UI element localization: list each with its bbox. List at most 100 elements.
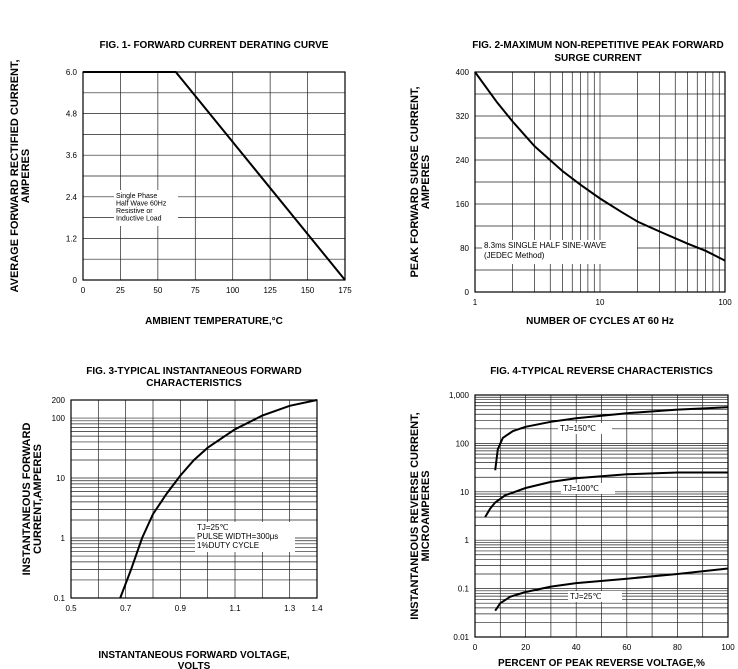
- series-label: TJ=100℃: [563, 484, 599, 493]
- y-tick-label: 100: [456, 439, 470, 448]
- x-tick-label: 80: [673, 643, 682, 652]
- y-tick-label: 240: [456, 156, 470, 165]
- x-tick-label: 100: [718, 298, 732, 307]
- y-tick-label: 10: [56, 474, 65, 483]
- x-tick-label: 0: [473, 643, 478, 652]
- chart-3: 0.5 0.7 0.9 1.1 1.3 1.4 0.1 1 10 100 200 FIG. 3-TYP…: [21, 366, 323, 669]
- y-tick-label: 4.8: [66, 110, 78, 119]
- y-axis-label: INSTANTANEOUS FORWARD: [21, 423, 33, 576]
- series-line-2: [484, 471, 728, 518]
- series-label-backdrop: [558, 423, 612, 434]
- y-tick-label: 0: [465, 288, 470, 297]
- y-tick-label: 10: [460, 488, 469, 497]
- chart-title: SURGE CURRENT: [554, 53, 641, 64]
- x-tick-label: 1.3: [284, 604, 296, 613]
- gridlines: [474, 394, 729, 638]
- x-tick-label: 0.9: [175, 604, 187, 613]
- x-tick-label: 100: [226, 286, 240, 295]
- x-tick-label: 25: [116, 286, 125, 295]
- y-axis-label: MICROAMPERES: [420, 470, 432, 561]
- y-tick-label: 0.01: [453, 633, 469, 642]
- annotation-text: Half Wave 60Hz: [116, 201, 167, 208]
- x-tick-label: 0.7: [120, 604, 132, 613]
- y-tick-label: 1.2: [66, 234, 78, 243]
- y-axis-label: AVERAGE FORWARD RECTIFIED CURRENT,: [9, 59, 21, 292]
- x-tick-label: 1: [473, 298, 478, 307]
- y-tick-label: 0: [73, 276, 78, 285]
- x-tick-label: 0.5: [65, 604, 77, 613]
- annotation-text: 8.3ms SINGLE HALF SINE-WAVE: [484, 241, 606, 250]
- annotation-backdrop: [195, 522, 295, 552]
- series-line-1: [83, 71, 346, 281]
- chart-title: FIG. 4-TYPICAL REVERSE CHARACTERISTICS: [490, 366, 713, 377]
- annotation-text: Inductive Load: [116, 216, 162, 223]
- annotation-text: (JEDEC Method): [484, 251, 545, 260]
- y-tick-label: 0.1: [54, 594, 66, 603]
- y-tick-label: 2.4: [66, 193, 78, 202]
- chart-1: 0 25 50 75 100 125 150 175 0 1.2 2.4 3.6 4.8 6.0 FIG. …: [9, 40, 352, 327]
- y-tick-label: 3.6: [66, 151, 78, 160]
- y-axis-label: CURRENT,AMPERES: [32, 444, 44, 554]
- y-tick-label: 6.0: [66, 68, 78, 77]
- y-tick-label: 100: [52, 414, 66, 423]
- y-tick-label: 1,000: [449, 391, 470, 400]
- series-line-1: [494, 406, 729, 471]
- y-tick-label: 400: [456, 68, 470, 77]
- chart-4: 0 20 40 60 80 100 0.01 0.1 1 10 100 1,000 FIG. 4-TYP…: [409, 366, 735, 669]
- series-label: TJ=25℃: [570, 592, 601, 601]
- chart-title: FIG. 2-MAXIMUM NON-REPETITIVE PEAK FORWA…: [472, 40, 724, 51]
- x-tick-label: 75: [191, 286, 200, 295]
- plot-frame: [474, 394, 729, 638]
- plot-frame: [82, 71, 346, 281]
- x-axis-label: AMBIENT TEMPERATURE,°C: [145, 316, 283, 327]
- plot-frame: [70, 399, 318, 599]
- gridlines: [82, 71, 346, 281]
- x-tick-label: 150: [301, 286, 315, 295]
- gridlines: [70, 399, 318, 599]
- chart-2: 1 10 100 0 80 160 240 320 400 FIG. 2-MAXIMUM NON-…: [409, 40, 732, 327]
- y-tick-label: 200: [52, 396, 66, 405]
- annotation-text: 1%DUTY CYCLE: [197, 541, 259, 550]
- x-axis-label: INSTANTANEOUS FORWARD VOLTAGE,: [98, 650, 290, 661]
- x-tick-label: 125: [263, 286, 277, 295]
- series-label-backdrop: [561, 483, 615, 494]
- plot-frame: [474, 71, 726, 293]
- y-tick-label: 1: [61, 534, 66, 543]
- annotation-backdrop: [482, 240, 637, 264]
- x-tick-label: 60: [622, 643, 631, 652]
- x-axis-label: PERCENT OF PEAK REVERSE VOLTAGE,%: [498, 658, 705, 669]
- y-tick-label: 160: [456, 200, 470, 209]
- x-axis-label: VOLTS: [178, 661, 211, 669]
- x-tick-label: 1.4: [311, 604, 323, 613]
- x-tick-label: 20: [521, 643, 530, 652]
- annotation-text: TJ=25℃: [197, 523, 228, 532]
- x-tick-label: 10: [596, 298, 605, 307]
- y-tick-label: 1: [465, 536, 470, 545]
- annotation-text: PULSE WIDTH=300μs: [197, 532, 278, 541]
- annotation-text: Resistive or: [116, 208, 153, 215]
- y-tick-label: 0.1: [458, 585, 470, 594]
- x-axis-label: NUMBER OF CYCLES AT 60 Hz: [526, 316, 674, 327]
- x-tick-label: 175: [338, 286, 352, 295]
- y-axis-label: INSTANTANEOUS REVERSE CURRENT,: [409, 412, 421, 619]
- series-line-1: [119, 399, 318, 599]
- chart-title: FIG. 3-TYPICAL INSTANTANEOUS FORWARD: [86, 366, 301, 377]
- x-tick-label: 100: [721, 643, 735, 652]
- annotation-text: Single Phase: [116, 193, 157, 200]
- series-line-1: [474, 71, 726, 262]
- y-axis-label: AMPERES: [420, 155, 432, 209]
- x-tick-label: 40: [572, 643, 581, 652]
- fig2-annotation: 8.3ms SINGLE HALF SINE-WAVE(JEDEC Method…: [482, 240, 637, 264]
- series-line-3: [494, 567, 729, 612]
- annotation-backdrop: [114, 190, 178, 226]
- series-label: TJ=150℃: [560, 424, 596, 433]
- y-axis-label: PEAK FORWARD SURGE CURRENT,: [409, 86, 421, 277]
- chart-title: FIG. 1- FORWARD CURRENT DERATING CURVE: [100, 40, 329, 51]
- chart-title: CHARACTERISTICS: [146, 378, 242, 389]
- series-label-backdrop: [568, 591, 622, 602]
- y-tick-label: 80: [460, 244, 469, 253]
- x-tick-label: 1.1: [229, 604, 241, 613]
